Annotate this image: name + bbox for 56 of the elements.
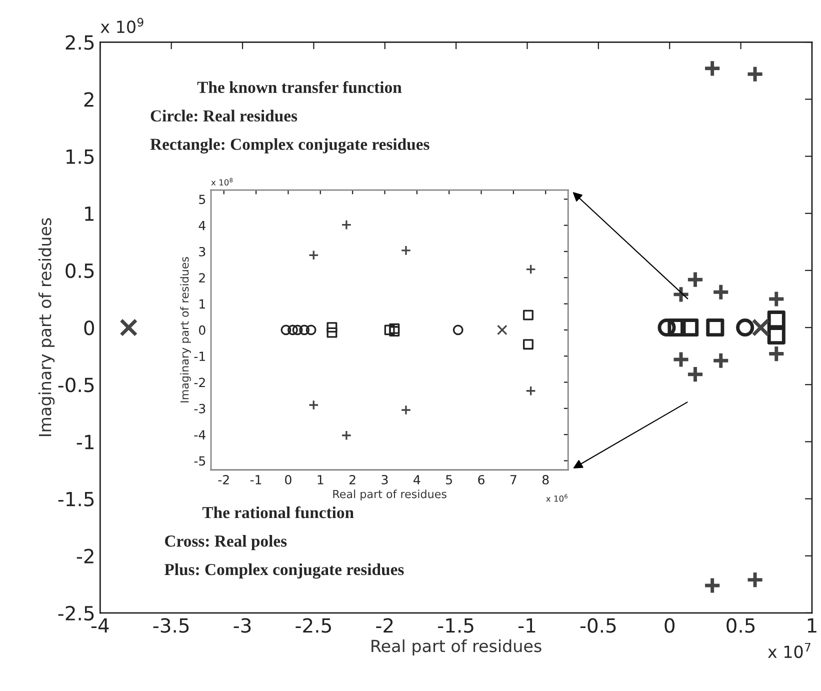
y-tick-label: 0 <box>199 325 206 335</box>
x-tick-label: -1 <box>250 475 262 484</box>
x-tick-label: -0.5 <box>580 618 616 633</box>
y-tick-label: 1 <box>85 206 94 221</box>
annotation: x 10$^{8}$ <box>211 178 233 186</box>
x-tick-label: 7 <box>510 475 516 484</box>
x-tick-label: 0 <box>285 474 292 484</box>
x-tick-label: 0 <box>664 618 674 633</box>
x-tick-label: 8 <box>542 474 549 484</box>
y-tick-label: -1 <box>194 352 205 361</box>
x-tick-label: 5 <box>446 475 452 484</box>
y-tick-label: 2.5 <box>66 35 94 50</box>
y-tick-label: -5 <box>194 456 206 466</box>
x-axis-title: Real part of residues <box>372 639 542 656</box>
y-tick-label: -4 <box>194 430 206 440</box>
y-tick-label: 1.5 <box>66 150 94 164</box>
y-tick-label: 0 <box>84 320 94 336</box>
annotation: The known transfer function <box>197 81 402 94</box>
annotation: x 10$^{6}$ <box>546 494 568 502</box>
y-axis-title: Imaginary part of residues <box>38 218 55 436</box>
annotation: Cross: Real poles <box>165 535 287 550</box>
x-tick-label: 6 <box>478 474 484 484</box>
x-tick-label: 1 <box>318 475 324 484</box>
text: x 10$^{9}$ <box>100 18 144 34</box>
y-tick-label: 3 <box>199 246 206 256</box>
y-axis-title: Imaginary part of residues <box>180 257 191 402</box>
x-tick-label: -3 <box>234 618 251 633</box>
annotation: Circle: Real residues <box>150 110 298 122</box>
x-tick-label: -2.5 <box>296 618 331 633</box>
x-tick-label: -1.5 <box>438 618 474 633</box>
text: x 10$^{7}$ <box>768 642 810 658</box>
y-tick-label: 5 <box>199 194 206 204</box>
x-tick-label: -3.5 <box>153 618 189 633</box>
x-tick-label: -1 <box>518 618 536 633</box>
x-tick-label: -2 <box>376 618 393 633</box>
x-tick-label: 2 <box>350 474 356 484</box>
x-tick-label: 4 <box>414 475 420 484</box>
y-tick-label: 2 <box>199 273 205 282</box>
annotation: The rational function <box>202 506 354 518</box>
x-axis-title: Real part of residues <box>333 490 446 500</box>
x-tick-label: -2 <box>218 474 229 484</box>
y-tick-label: -2 <box>194 378 205 388</box>
y-tick-label: 4 <box>198 220 206 230</box>
y-tick-label: -3 <box>194 404 206 414</box>
annotation: Rectangle: Complex conjugate residues <box>150 138 430 154</box>
x-tick-label: 3 <box>382 474 388 484</box>
x-tick-label: 0.5 <box>726 618 755 633</box>
annotation: Plus: Complex conjugate residues <box>164 563 404 579</box>
y-tick-label: 2 <box>84 92 94 107</box>
y-tick-label: 0.5 <box>66 263 94 278</box>
y-tick-label: 1 <box>200 299 205 309</box>
x-tick-label: 1 <box>808 618 816 633</box>
y-tick-label: -1.5 <box>58 492 94 506</box>
y-tick-label: -0.5 <box>58 378 94 392</box>
y-tick-label: -1 <box>76 434 94 450</box>
y-tick-label: -2 <box>76 548 94 564</box>
